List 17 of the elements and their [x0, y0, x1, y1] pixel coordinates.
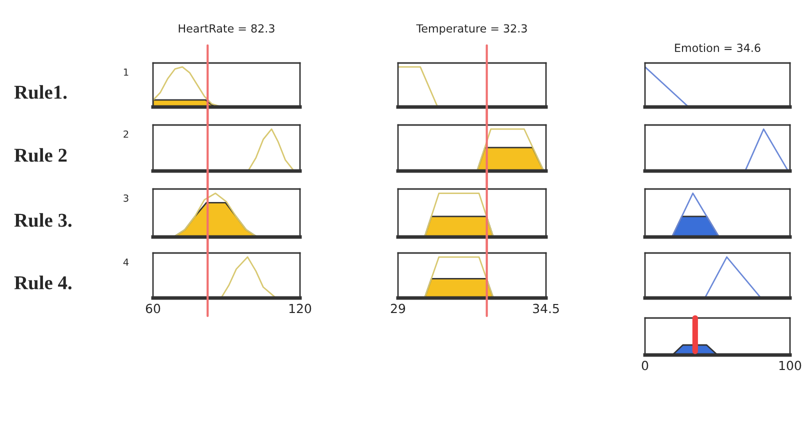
text: Rule 2: [14, 148, 67, 162]
x-tick-label: 100: [779, 360, 802, 370]
chart-title: HeartRate = 82.3: [178, 24, 274, 33]
text: Rule1.: [14, 85, 67, 99]
text: 1: [124, 68, 128, 76]
x-tick-label: 0: [642, 360, 648, 370]
text: 3: [124, 194, 128, 202]
x-tick-label: 29: [390, 304, 406, 314]
text: 4: [123, 258, 129, 266]
x-tick-label: 34.5: [533, 304, 559, 314]
x-tick-label: 120: [289, 304, 312, 314]
text: Rule 3.: [14, 213, 72, 227]
chart-title: Emotion = 34.6: [675, 43, 760, 52]
chart-title: Temperature = 32.3: [416, 24, 527, 35]
text: 2: [124, 130, 128, 138]
text: Rule 4.: [14, 276, 72, 290]
x-tick-label: 60: [146, 304, 160, 314]
